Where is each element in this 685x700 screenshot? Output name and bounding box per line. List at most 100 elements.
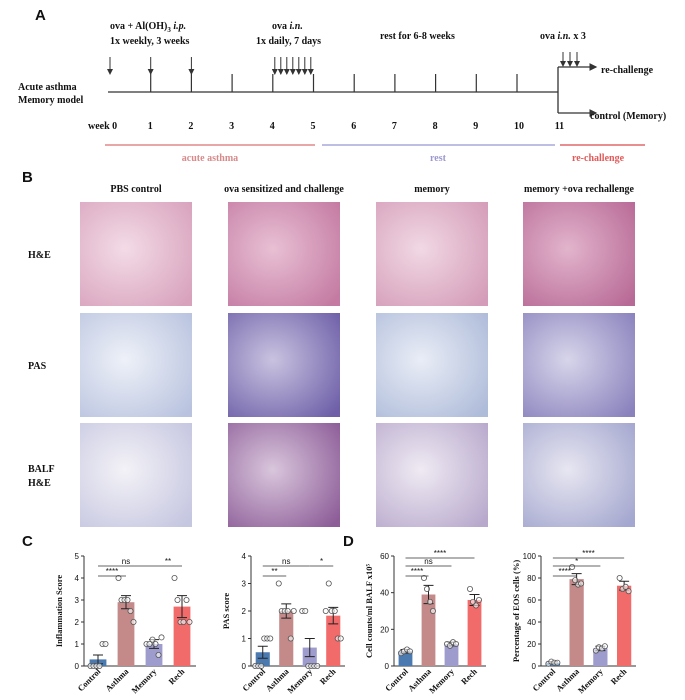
data-point [322, 608, 329, 615]
x-tick-label: Rech [608, 666, 628, 686]
x-tick-label: Memory [129, 666, 159, 696]
data-point [267, 635, 274, 642]
y-axis-label: Percentage of EOS cells (%) [511, 560, 521, 662]
significance-label: * [320, 557, 323, 566]
step-label: ova i.n. [272, 21, 303, 32]
error-bar [177, 595, 187, 619]
x-tick-label: Memory [285, 666, 315, 696]
micrograph [376, 423, 488, 527]
row-label: BALF [28, 464, 55, 475]
y-tick-label: 100 [523, 552, 537, 561]
y-tick-label: 20 [527, 640, 536, 649]
significance-label: ns [424, 557, 432, 566]
y-tick-label: 40 [380, 589, 389, 598]
week-label: week 0 [88, 121, 117, 132]
micrograph [228, 202, 340, 306]
column-header: ova sensitized and challenge [224, 184, 344, 195]
data-point [146, 641, 153, 648]
week-label: 6 [351, 121, 356, 132]
significance-label: **** [411, 567, 423, 576]
y-tick-label: 20 [380, 625, 389, 634]
data-point [578, 580, 585, 587]
data-point [186, 619, 193, 626]
data-point [174, 597, 181, 604]
data-point [183, 597, 190, 604]
column-header: PBS control [110, 184, 161, 195]
data-point [616, 575, 623, 582]
data-point [429, 608, 436, 615]
model-label: Memory model [18, 95, 83, 106]
data-point [171, 575, 178, 582]
x-tick-label: Rech [459, 666, 479, 686]
step-text: ova + Al(OH) [110, 21, 167, 32]
step-label: ova i.n. x 3 [540, 31, 586, 42]
data-point [115, 575, 122, 582]
y-tick-label: 3 [242, 580, 247, 589]
significance-label: ns [122, 557, 130, 566]
error-bar [257, 645, 268, 659]
data-point [314, 663, 321, 670]
data-point [149, 636, 156, 643]
data-point [275, 580, 282, 587]
data-point [472, 602, 479, 609]
week-label: 10 [514, 121, 524, 132]
row-label: H&E [28, 478, 51, 489]
data-point [622, 583, 629, 590]
data-point [287, 635, 294, 642]
week-label: 11 [555, 121, 564, 132]
y-tick-label: 40 [527, 618, 536, 627]
bar [421, 594, 436, 666]
x-tick-label: Control [75, 666, 102, 693]
bar [326, 615, 341, 666]
micrograph [376, 202, 488, 306]
step-label: 1x daily, 7 days [256, 36, 321, 47]
significance-label: **** [559, 567, 571, 576]
x-tick-label: Asthma [103, 666, 131, 694]
week-label: 5 [311, 121, 316, 132]
data-point [152, 641, 159, 648]
data-point [337, 635, 344, 642]
y-tick-label: 80 [527, 574, 536, 583]
y-tick-label: 0 [242, 662, 247, 671]
bar [255, 652, 270, 666]
y-tick-label: 4 [242, 552, 247, 561]
y-tick-label: 3 [75, 596, 80, 605]
bar [617, 585, 632, 666]
data-point [625, 588, 632, 595]
micrograph [376, 313, 488, 417]
chart: 0 1 2 3 4 5 Inflammation Score Control AsthmaMem… [54, 552, 196, 695]
data-point [96, 663, 103, 670]
step-text: 3 [167, 26, 171, 34]
model-label: Acute asthma [18, 82, 77, 93]
micrograph [80, 202, 192, 306]
significance-label: ** [165, 557, 171, 566]
y-axis-label: Cell counts/ml BALF x10⁵ [364, 564, 374, 659]
data-point [290, 608, 297, 615]
micrograph [80, 313, 192, 417]
x-tick-label: Rech [318, 666, 338, 686]
data-point [284, 608, 291, 615]
panel-label: B [22, 169, 33, 186]
micrograph [80, 423, 192, 527]
week-label: 8 [433, 121, 438, 132]
significance-label: **** [582, 549, 594, 558]
data-point [325, 580, 332, 587]
x-tick-label: Memory [576, 666, 606, 696]
step-label: rest for 6-8 weeks [380, 31, 455, 42]
bar [444, 644, 459, 666]
data-point [158, 634, 165, 641]
step-text: i.p. [171, 21, 186, 32]
data-point [102, 641, 109, 648]
micrograph [523, 313, 635, 417]
data-point [127, 608, 134, 615]
bar [569, 579, 584, 666]
panel-label: C [22, 533, 33, 550]
week-label: 7 [392, 121, 397, 132]
y-tick-label: 1 [75, 640, 80, 649]
branch-label: re-challenge [601, 65, 654, 76]
data-point [180, 619, 187, 626]
significance-label: * [575, 557, 578, 566]
